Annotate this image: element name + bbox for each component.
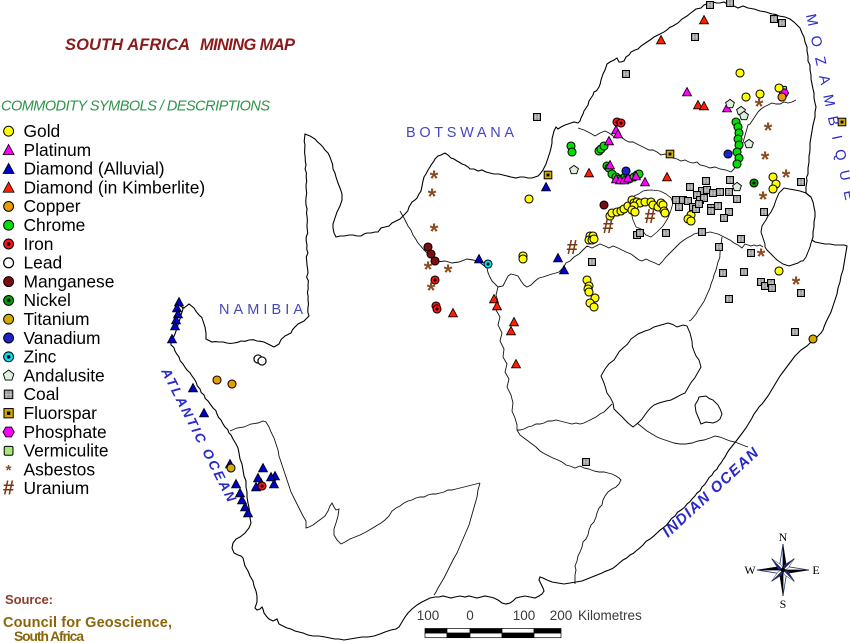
svg-text:Nickel: Nickel [24, 290, 71, 310]
svg-text:*: * [792, 272, 801, 297]
svg-text:100: 100 [417, 608, 440, 623]
svg-text:Zinc: Zinc [24, 347, 57, 367]
svg-text:W: W [744, 563, 756, 577]
svg-text:E: E [812, 563, 819, 577]
svg-text:#: # [566, 237, 577, 259]
svg-text:Titanium: Titanium [24, 309, 90, 329]
svg-text:Council for Geoscience,: Council for Geoscience, [3, 615, 172, 631]
svg-text:South Africa: South Africa [14, 629, 84, 643]
svg-text:Lead: Lead [24, 253, 63, 273]
svg-text:Kilometres: Kilometres [578, 608, 642, 623]
svg-text:*: * [427, 278, 436, 303]
svg-text:BOTSWANA: BOTSWANA [406, 125, 514, 141]
svg-text:*: * [430, 219, 439, 244]
svg-text:*: * [430, 166, 439, 191]
svg-text:100: 100 [513, 608, 536, 623]
svg-text:*: * [782, 165, 791, 190]
svg-text:*: * [761, 147, 770, 172]
svg-text:S: S [780, 597, 787, 611]
svg-text:Source:: Source: [5, 592, 53, 607]
svg-text:Diamond (in Kimberlite): Diamond (in Kimberlite) [24, 177, 206, 197]
svg-text:Copper: Copper [24, 196, 81, 216]
svg-text:*: * [444, 260, 453, 285]
svg-text:0: 0 [466, 608, 474, 623]
svg-text:*: * [757, 244, 766, 269]
svg-text:*: * [764, 118, 773, 143]
svg-text:Uranium: Uranium [24, 478, 90, 498]
svg-text:Manganese: Manganese [24, 271, 115, 291]
svg-text:Vermiculite: Vermiculite [24, 441, 109, 461]
svg-text:N: N [779, 530, 788, 544]
svg-text:COMMODITY SYMBOLS / DESCRIPTIO: COMMODITY SYMBOLS / DESCRIPTIONS [1, 99, 270, 115]
svg-text:*: * [428, 184, 437, 209]
svg-text:Andalusite: Andalusite [24, 365, 105, 385]
svg-text:*: * [759, 187, 768, 212]
svg-text:Gold: Gold [24, 121, 61, 141]
svg-text:#: # [3, 478, 15, 500]
svg-text:MINING MAP: MINING MAP [200, 36, 296, 54]
svg-text:Fluorspar: Fluorspar [24, 403, 98, 423]
svg-text:*: * [755, 94, 764, 119]
svg-text:Diamond (Alluvial): Diamond (Alluvial) [24, 159, 165, 179]
svg-text:#: # [602, 216, 613, 238]
svg-text:SOUTH AFRICA: SOUTH AFRICA [65, 36, 190, 54]
svg-text:#: # [644, 206, 655, 228]
svg-text:Coal: Coal [24, 384, 60, 404]
svg-text:200: 200 [550, 608, 573, 623]
svg-text:Chrome: Chrome [24, 215, 86, 235]
svg-text:*: * [6, 462, 12, 479]
svg-text:Platinum: Platinum [24, 140, 92, 160]
svg-text:Vanadium: Vanadium [24, 328, 101, 348]
svg-text:Phosphate: Phosphate [24, 422, 107, 442]
svg-text:Iron: Iron [24, 234, 54, 254]
svg-text:*: * [424, 257, 433, 282]
svg-text:Asbestos: Asbestos [24, 459, 96, 479]
